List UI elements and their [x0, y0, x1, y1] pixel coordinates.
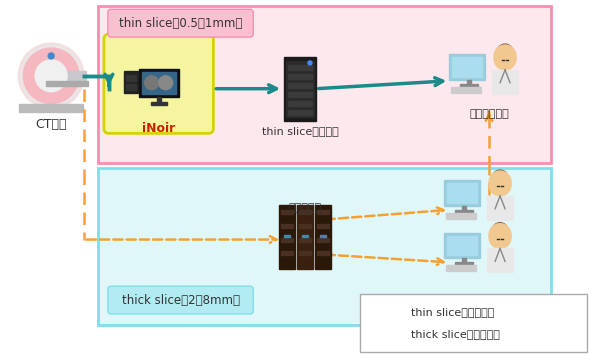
Bar — [448, 235, 477, 255]
Text: thick slice（2～8mm）: thick slice（2～8mm） — [122, 293, 239, 307]
Bar — [124, 71, 138, 93]
Bar — [299, 224, 311, 228]
Text: iNoir: iNoir — [142, 122, 175, 135]
Text: thin slice画像の流れ: thin slice画像の流れ — [412, 307, 495, 317]
Bar — [19, 104, 83, 112]
Circle shape — [497, 44, 513, 60]
Circle shape — [489, 171, 511, 193]
Circle shape — [48, 53, 54, 59]
Bar — [492, 70, 518, 94]
Bar — [281, 251, 293, 255]
Bar — [288, 92, 312, 96]
Bar — [284, 57, 316, 121]
Circle shape — [19, 43, 84, 109]
Circle shape — [489, 174, 511, 196]
Bar — [317, 251, 329, 255]
Bar — [288, 74, 312, 79]
Bar — [302, 235, 308, 237]
Circle shape — [492, 170, 508, 186]
Bar — [449, 54, 485, 80]
Text: thin slice（0.5～1mm）: thin slice（0.5～1mm） — [119, 17, 242, 30]
Bar — [151, 102, 167, 105]
Circle shape — [21, 46, 81, 105]
Bar — [317, 238, 329, 242]
Bar — [126, 84, 136, 90]
Bar — [455, 262, 473, 265]
Text: 放射線科以外の医師: 放射線科以外の医師 — [458, 292, 514, 302]
Bar — [286, 61, 314, 117]
Text: 画像サーバ: 画像サーバ — [289, 203, 322, 213]
Circle shape — [494, 48, 516, 70]
Bar — [98, 168, 551, 325]
Bar — [320, 235, 326, 237]
Text: thin slice用サーバ: thin slice用サーバ — [262, 126, 338, 136]
Circle shape — [145, 76, 158, 90]
Bar — [446, 265, 476, 271]
Circle shape — [35, 60, 67, 92]
Bar — [281, 238, 293, 242]
FancyBboxPatch shape — [108, 9, 253, 37]
Circle shape — [36, 61, 66, 91]
Bar — [462, 258, 466, 262]
Bar — [460, 84, 478, 87]
Bar — [315, 205, 331, 269]
Bar — [281, 210, 293, 214]
Bar — [487, 196, 513, 220]
Bar — [445, 233, 480, 258]
Bar — [451, 87, 481, 93]
Bar — [288, 83, 312, 88]
Text: thick slice画像の流れ: thick slice画像の流れ — [412, 329, 500, 339]
Bar — [288, 65, 312, 70]
Bar — [445, 180, 480, 206]
Circle shape — [494, 45, 516, 67]
Bar — [467, 80, 471, 84]
Circle shape — [492, 223, 508, 239]
Text: CT装置: CT装置 — [35, 118, 67, 131]
Text: 放射線科医師: 放射線科医師 — [469, 109, 509, 118]
Bar — [46, 81, 88, 86]
Bar — [446, 213, 476, 219]
Bar — [51, 71, 86, 81]
Bar — [462, 206, 466, 210]
Bar — [317, 210, 329, 214]
Bar — [452, 57, 482, 77]
Circle shape — [489, 227, 511, 248]
Circle shape — [489, 224, 511, 246]
Bar — [448, 183, 477, 203]
Bar — [284, 235, 290, 237]
Bar — [299, 238, 311, 242]
Bar — [317, 224, 329, 228]
Bar — [299, 251, 311, 255]
Bar — [142, 72, 176, 94]
Bar — [139, 69, 179, 96]
Bar — [98, 6, 551, 163]
Bar — [288, 109, 312, 114]
Circle shape — [158, 76, 173, 90]
FancyBboxPatch shape — [104, 34, 214, 133]
Circle shape — [308, 61, 312, 65]
Bar — [157, 96, 161, 102]
Bar — [288, 100, 312, 105]
Circle shape — [23, 48, 79, 104]
Bar — [487, 248, 513, 272]
Bar — [360, 294, 587, 352]
FancyBboxPatch shape — [108, 286, 253, 314]
Bar — [279, 205, 295, 269]
Bar — [297, 205, 313, 269]
Bar — [126, 75, 136, 81]
Bar — [299, 210, 311, 214]
Bar — [455, 210, 473, 213]
Bar — [281, 224, 293, 228]
